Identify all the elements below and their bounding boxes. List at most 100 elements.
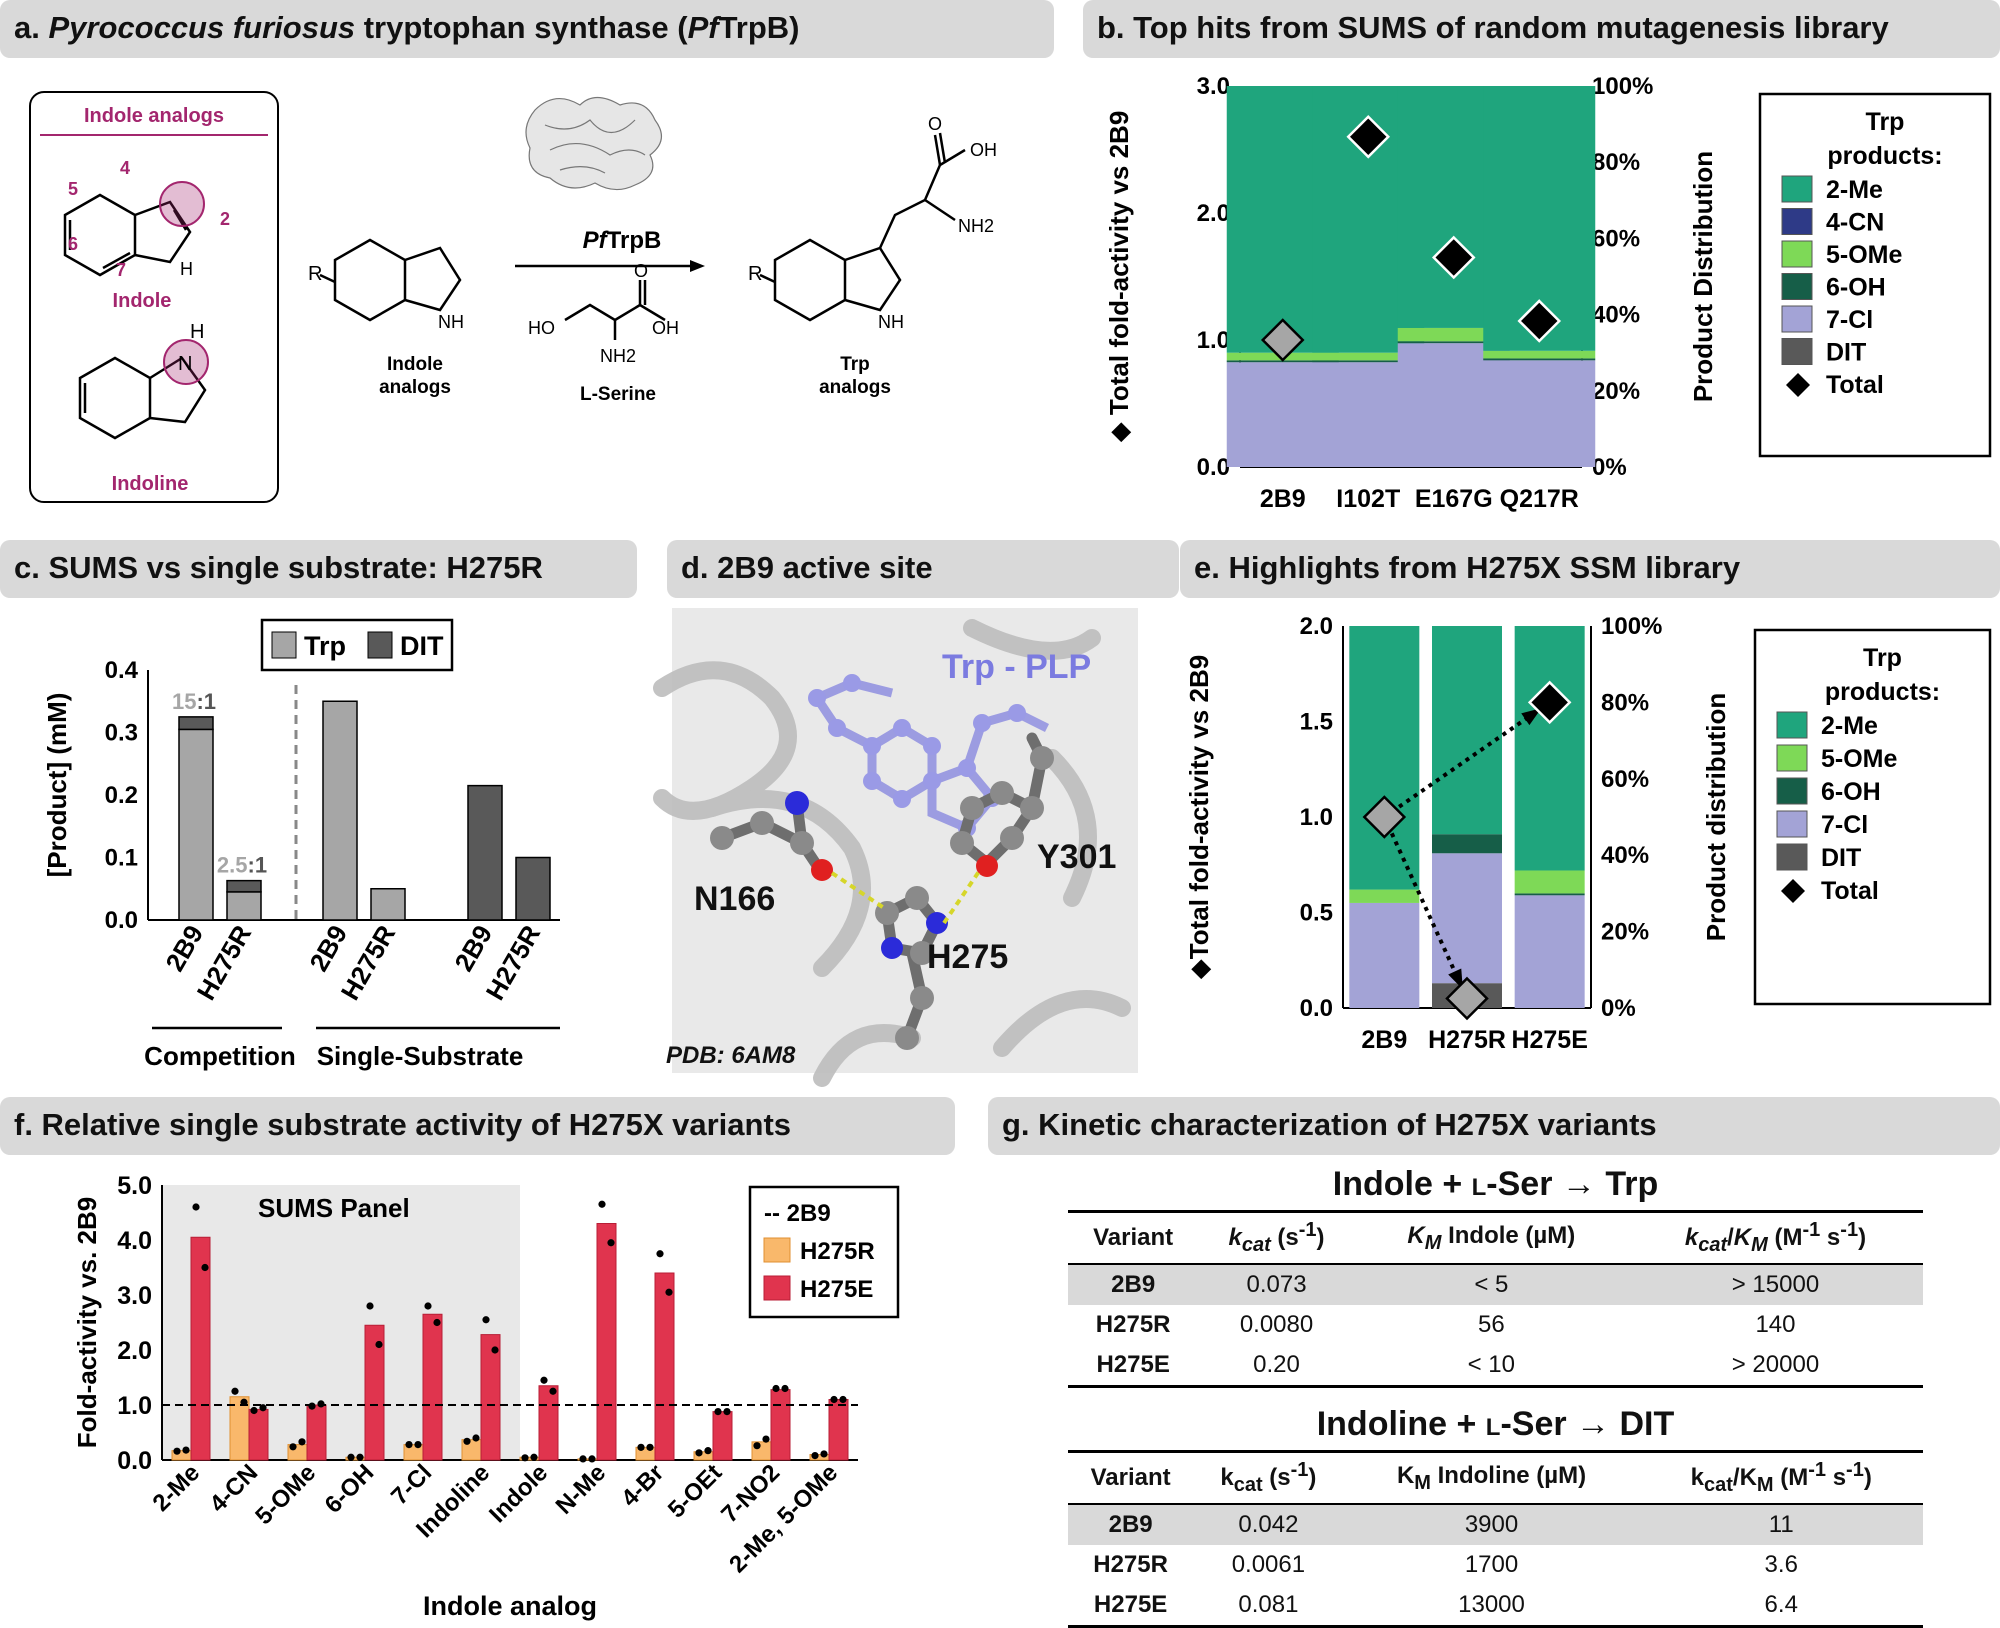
legend-label: 4-CN — [1826, 209, 1884, 237]
pos-2: 2 — [220, 209, 230, 229]
trend-arrow — [1397, 712, 1535, 809]
panel-e-title: e. Highlights from H275X SSM library — [1180, 540, 2000, 598]
bar-trp — [322, 700, 358, 921]
legend-title: products: — [1825, 678, 1940, 706]
legend-swatch — [1776, 777, 1808, 805]
x-tick-label: 2B9 — [303, 920, 353, 976]
legend-swatch — [1781, 208, 1813, 235]
legend-swatch — [1776, 843, 1808, 871]
label-n166: N166 — [694, 880, 775, 918]
t2-kcat: 0.0061 — [1231, 1550, 1306, 1578]
legend-label: Total — [1821, 877, 1879, 905]
y2-axis-label: Product Distribution — [1688, 151, 1718, 402]
sums-panel-label: SUMS Panel — [258, 1193, 410, 1223]
total-marker — [1362, 795, 1407, 839]
group-label: Competition — [144, 1041, 296, 1071]
legend-swatch — [1781, 273, 1813, 300]
y2-tick-label: 100% — [1601, 613, 1662, 640]
bar-dit — [515, 856, 551, 921]
replicate-point — [482, 1316, 490, 1324]
x-tick-label: H275R — [1428, 1026, 1506, 1054]
chart-b: 0.0 1.0 2.0 3.0 0% 20% 40% 60% 80% 100% 2B9 I102T E1… — [1104, 73, 1992, 513]
t1-kcat: 0.20 — [1198, 1344, 1355, 1388]
t2-row: 2B9 0.042 3900 11 — [1068, 1503, 1923, 1545]
replicate-point — [656, 1250, 664, 1258]
kinetics-table-indoline: Indoline + l-Ser → DIT Variant kcat (s-1… — [1068, 1405, 1923, 1628]
total-marker — [1517, 299, 1562, 343]
legend-swatch — [1781, 305, 1813, 333]
bar-segment-7-cl — [1432, 853, 1502, 984]
label-trp-plp: Trp - PLP — [942, 648, 1091, 686]
bar-trp — [226, 891, 262, 921]
replicate-point — [704, 1447, 712, 1455]
indole-nh: H — [180, 259, 193, 279]
pos-5: 5 — [68, 179, 78, 199]
y-tick-label: 3.0 — [1197, 73, 1230, 100]
x-tick-label: H275E — [1511, 1026, 1587, 1054]
t2-variant: H275R — [1093, 1550, 1168, 1578]
replicate-point — [811, 1452, 819, 1460]
bar-trp — [370, 888, 406, 921]
y-tick-label: 3.0 — [117, 1282, 152, 1310]
group-label: Single-Substrate — [317, 1041, 524, 1071]
chart-f: SUMS Panel 0.0 1.0 2.0 3.0 4.0 5.0 Fold-activit… — [72, 1172, 900, 1621]
bar-segment-5-ome — [1514, 870, 1585, 894]
y2-tick-label: 40% — [1592, 302, 1640, 329]
reactant-r: R — [308, 263, 322, 285]
x-tick-label: 2B9 — [448, 920, 498, 976]
bar-segment-7-cl — [1514, 895, 1585, 1008]
x-tick-label: Indole — [484, 1459, 553, 1528]
chart-c: 0.0 0.1 0.2 0.3 0.4 [Product] (mM) 15:1 2B9 2.5:… — [42, 618, 560, 1071]
product-oh: OH — [970, 140, 997, 160]
total-marker — [1527, 680, 1572, 725]
ratio-label: 15:1 — [172, 689, 216, 714]
y2-axis-label: Product distribution — [1701, 693, 1731, 941]
kinetics-table-indole: Indole + l-Ser → Trp Variant kcat (s-1) … — [1068, 1165, 1923, 1388]
t2-row: H275E 0.081 13000 6.4 — [1068, 1584, 1923, 1628]
reactant-structure — [319, 238, 462, 322]
bar-segment-7-cl — [1483, 360, 1596, 467]
x-tick-label: Q217R — [1500, 485, 1579, 513]
legend-swatch — [1776, 711, 1808, 739]
chart-e: 0.0 0.5 1.0 1.5 2.0 0% 20% 40% 60% 80% 100% 2B9 H275… — [1184, 613, 1992, 1054]
y-tick-label: 2.0 — [117, 1337, 152, 1365]
product-label-2: analogs — [819, 377, 891, 398]
legend-swatch-dit — [367, 631, 393, 659]
replicate-point — [530, 1453, 538, 1461]
t2-kcat: 0.042 — [1193, 1503, 1344, 1545]
indole-label: Indole — [113, 290, 172, 312]
replicate-point — [192, 1203, 200, 1211]
replicate-point — [317, 1400, 325, 1408]
legend-swatch-h275r — [763, 1237, 791, 1263]
y-tick-label: 0.4 — [105, 657, 139, 684]
legend-box — [260, 618, 454, 672]
t1-eff: 140 — [1755, 1310, 1796, 1338]
replicate-point — [637, 1443, 645, 1451]
active-site-image: Trp - PLP N166 Y301 H275 PDB: 6AM8 — [653, 608, 1138, 1087]
legend-swatch — [1781, 240, 1813, 268]
legend-swatch-trp — [271, 631, 297, 659]
bar-h275e — [770, 1389, 791, 1461]
bar-h275r — [229, 1396, 250, 1461]
legend-title: products: — [1827, 142, 1942, 170]
bar-segment-2-me — [1349, 626, 1420, 890]
t2-km: 13000 — [1343, 1584, 1640, 1628]
t2-h-kcat: kcat (s-1) — [1193, 1449, 1344, 1505]
bar-segment-2-me — [1514, 626, 1585, 871]
x-tick-label: 2B9 — [1361, 1026, 1407, 1054]
legend-label-h275e: H275E — [800, 1276, 873, 1303]
bar-h275e — [828, 1399, 849, 1461]
replicate-point — [424, 1302, 432, 1310]
x-tick-label: 2B9 — [159, 920, 209, 976]
t2-variant: H275E — [1068, 1584, 1194, 1628]
y2-tick-label: 20% — [1592, 378, 1640, 405]
t1-km: 56 — [1477, 1310, 1505, 1338]
bar-h275e — [654, 1272, 675, 1461]
replicate-point — [414, 1441, 422, 1449]
total-marker — [1431, 235, 1476, 280]
t1-row: H275E 0.20 < 10 > 20000 — [1068, 1344, 1923, 1388]
t1-kcat: 0.073 — [1198, 1263, 1355, 1305]
replicate-point — [182, 1446, 190, 1454]
t2-h-km: KM Indoline (µM) — [1343, 1449, 1640, 1505]
replicate-point — [375, 1340, 383, 1349]
